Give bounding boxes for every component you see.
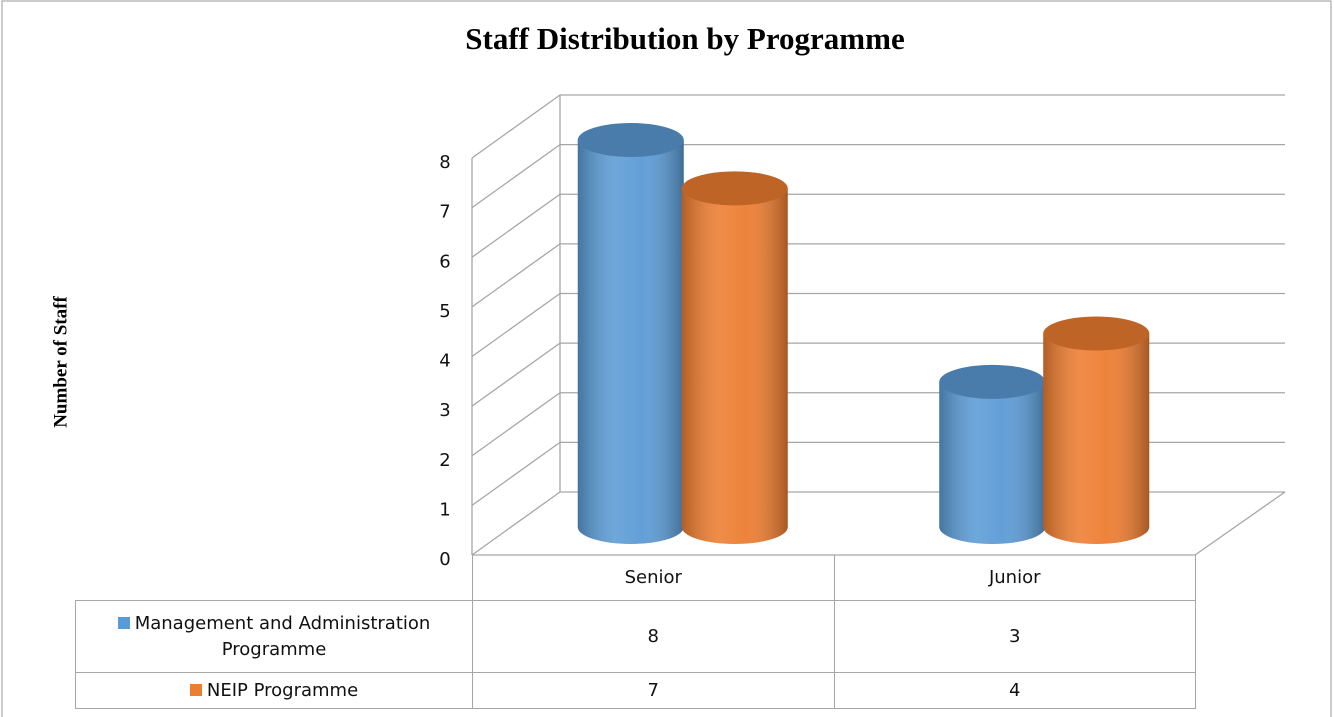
y-tick-label: 6: [439, 251, 450, 272]
grid-line: [471, 292, 1285, 358]
legend-key: [117, 616, 130, 629]
bar-shading: [577, 140, 684, 544]
table-cell: 8: [472, 600, 835, 673]
x-tick-label: Senior: [624, 567, 682, 588]
x-tick-label: Junior: [988, 567, 1041, 588]
y-tick-label: 0: [439, 549, 450, 570]
bar-top: [939, 364, 1046, 399]
table-value: 7: [647, 679, 659, 701]
bar-top: [681, 171, 788, 206]
table-cell: NEIP Programme: [75, 672, 473, 709]
bars: [577, 123, 1150, 544]
y-tick-label: 2: [439, 450, 450, 471]
table-cell: 7: [472, 672, 835, 709]
bar-top: [1043, 316, 1150, 351]
table-cell: 3: [833, 600, 1196, 673]
legend-entry: NEIP Programme: [189, 678, 359, 704]
table-cell: Junior: [833, 555, 1196, 601]
table-cell: 4: [833, 672, 1196, 709]
table-value: 3: [1009, 625, 1021, 647]
grid-line: [471, 94, 1285, 159]
y-tick-label: 4: [439, 351, 450, 372]
table-value: 4: [1009, 679, 1021, 701]
bar-shading: [939, 381, 1046, 544]
legend-label: Management and Administration Programme: [134, 612, 431, 660]
bar-shading: [681, 188, 788, 544]
table-value: 8: [647, 625, 659, 647]
legend-entry: Management and Administration Programme: [76, 611, 472, 663]
y-axis-title: Number of Staff: [50, 296, 71, 428]
grid-line: [471, 243, 1285, 308]
legend-label: NEIP Programme: [206, 679, 359, 701]
table-cell: Management and Administration Programme: [75, 600, 473, 673]
y-tick-label: 8: [439, 152, 450, 173]
table-cell: Senior: [472, 555, 835, 601]
floor-edge: [472, 491, 1286, 556]
y-tick-label: 1: [439, 499, 450, 520]
y-tick-label: 5: [439, 301, 450, 322]
y-tick-label: 7: [439, 202, 450, 223]
grid-line: [471, 143, 1285, 209]
y-tick-label: 3: [439, 400, 450, 421]
grid-line: [471, 193, 1285, 258]
bar-shading: [1043, 333, 1150, 544]
chart-title: Staff Distribution by Programme: [465, 21, 904, 56]
legend-key: [189, 683, 202, 696]
grid: [471, 94, 1286, 556]
bar-top: [577, 123, 684, 157]
